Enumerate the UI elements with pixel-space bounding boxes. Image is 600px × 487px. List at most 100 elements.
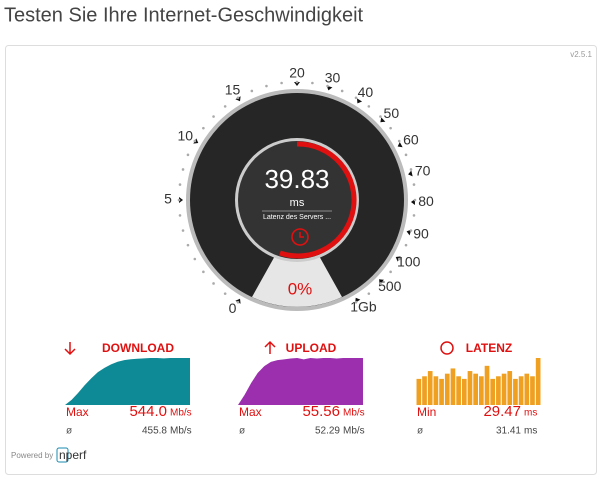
gauge-dot	[379, 115, 382, 118]
sample-bar	[530, 376, 535, 405]
gauge-dot	[236, 96, 240, 100]
gauge-pointer	[356, 98, 363, 104]
sample-area	[65, 358, 190, 405]
sample-bar	[507, 371, 513, 405]
gauge-dot	[212, 115, 215, 118]
sample-bar	[456, 376, 461, 405]
stat-value: 29.47	[483, 403, 521, 420]
avg-value: 455.8	[142, 426, 167, 437]
sample-bar	[422, 376, 427, 405]
gauge-label: 70	[415, 162, 431, 178]
gauge-dot	[202, 270, 205, 274]
powered-by: Powered by	[11, 451, 53, 460]
avg-unit: ms	[524, 426, 537, 437]
gauge-label: 20	[289, 65, 305, 81]
gauge-dot	[193, 257, 197, 261]
logo: nperf	[59, 448, 87, 462]
gauge-dot	[412, 214, 416, 217]
gauge-dot	[379, 282, 382, 285]
sample-bar	[444, 373, 450, 405]
gauge-dot	[236, 300, 240, 304]
avg-unit: Mb/s	[170, 426, 192, 437]
gauge: 39.83 ms Latenz des Servers ... 0%	[186, 89, 408, 311]
gauge-label: 1Gb	[350, 299, 377, 315]
sample-bar	[473, 373, 478, 405]
gauge-pointer	[294, 82, 300, 86]
sample-bar	[490, 378, 496, 405]
gauge-dot	[186, 243, 190, 247]
gauge-label: 500	[378, 278, 402, 294]
sample-bar	[450, 368, 456, 405]
sample-bar	[439, 378, 444, 405]
gauge-label: 0	[229, 300, 237, 316]
panel-icon	[264, 340, 276, 354]
gauge-dot	[280, 81, 283, 85]
gauge-dot	[178, 183, 182, 186]
gauge-dot	[223, 105, 227, 108]
gauge-dot	[202, 126, 205, 130]
sample-bar	[479, 376, 484, 405]
stat-value: 55.56	[302, 403, 340, 420]
gauge-pointer	[408, 170, 413, 177]
gauge-bottom	[252, 254, 342, 307]
panel-title: UPLOAD	[286, 341, 337, 355]
logo-box	[56, 447, 69, 463]
gauge-label: 30	[325, 70, 341, 86]
gauge-dot	[354, 300, 358, 304]
gauge-caption: Latenz des Servers ...	[263, 214, 331, 221]
page-title: Testen Sie Ihre Internet-Geschwindigkeit	[4, 4, 364, 26]
panel-title: LATENZ	[466, 341, 512, 355]
panel-icon	[440, 341, 454, 355]
gauge-dot	[250, 89, 254, 93]
stat-label: Max	[239, 405, 262, 419]
sample-area	[238, 358, 363, 405]
sample-bar	[467, 371, 473, 405]
sample-bar	[433, 376, 439, 405]
avg-label: ø	[417, 426, 423, 437]
gauge-dot	[340, 89, 344, 93]
stat-unit: Mb/s	[343, 408, 365, 419]
gauge-label: 5	[164, 191, 172, 207]
panel-icon	[64, 342, 76, 356]
sample-bar	[501, 373, 507, 405]
gauge-dot	[295, 80, 299, 84]
gauge-dot	[367, 292, 371, 295]
gauge-dot	[265, 84, 268, 88]
progress: 0%	[288, 279, 313, 298]
gauge-dot	[326, 84, 329, 88]
gauge-dot	[186, 153, 190, 157]
gauge-dot	[181, 168, 185, 171]
stat-label: Min	[417, 405, 436, 419]
stat-unit: ms	[524, 408, 537, 419]
stat-value: 544.0	[129, 403, 167, 420]
gauge-unit: ms	[290, 197, 305, 209]
sample-bar	[416, 378, 422, 405]
avg-value: 52.29	[315, 426, 340, 437]
sample-bar	[524, 373, 530, 405]
avg-label: ø	[66, 426, 72, 437]
sample-bar	[496, 376, 501, 405]
gauge-label: 100	[397, 254, 421, 270]
gauge-dot	[367, 105, 371, 108]
panel-title: DOWNLOAD	[102, 341, 174, 355]
gauge-dot	[311, 81, 314, 85]
avg-label: ø	[239, 426, 245, 437]
gauge-label: 40	[358, 84, 374, 100]
gauge-dot	[223, 292, 227, 295]
gauge-label: 80	[418, 193, 434, 209]
stat-label: Max	[66, 405, 89, 419]
gauge-label: 15	[225, 82, 241, 98]
gauge-dot	[354, 96, 358, 100]
gauge-dot	[409, 168, 413, 171]
sample-bar	[427, 371, 433, 405]
gauge-label: 90	[413, 225, 429, 241]
gauge-dot	[412, 183, 416, 186]
gauge-label: 60	[403, 132, 419, 148]
gauge-pointer	[380, 117, 386, 123]
gauge-dot	[397, 257, 401, 261]
sample-bar	[484, 365, 490, 405]
sample-bar	[518, 376, 524, 405]
gauge-dot	[404, 243, 408, 247]
gauge-dot	[181, 229, 185, 232]
